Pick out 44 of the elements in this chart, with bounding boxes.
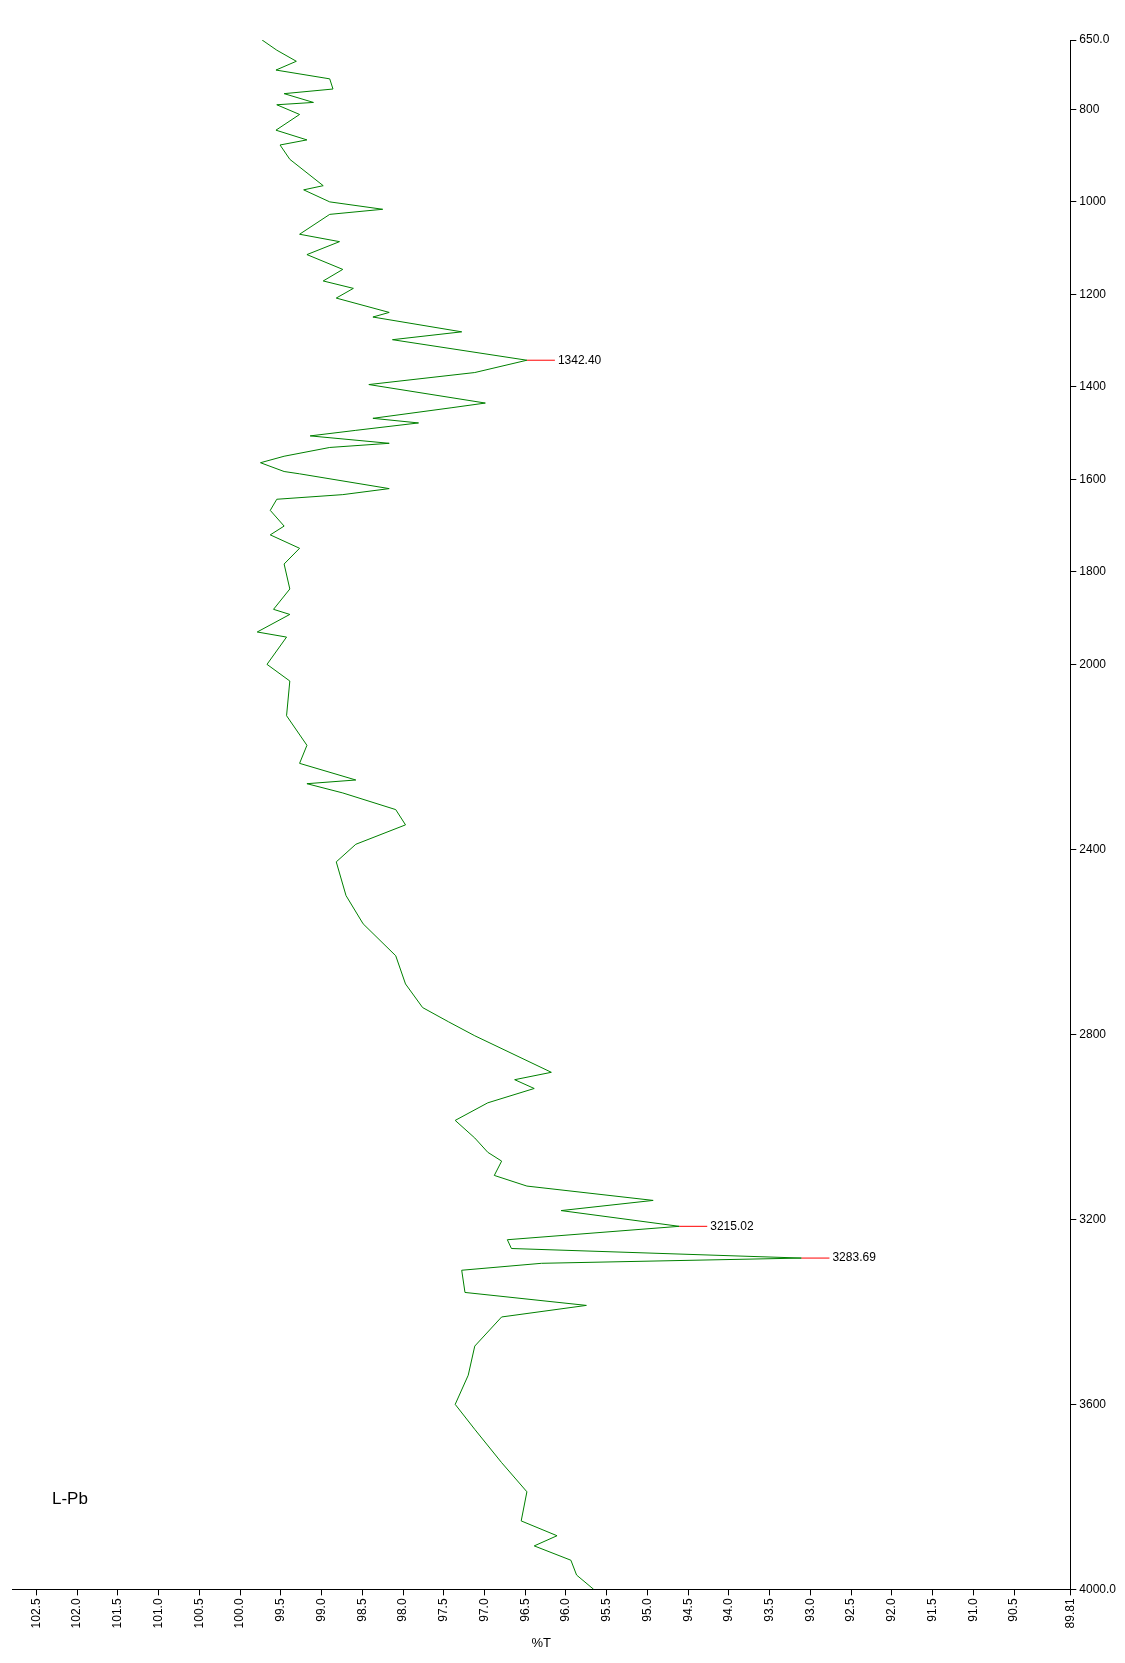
annotation: 1342.40 (557, 352, 602, 367)
x-tick-label: 95.5 (599, 1598, 614, 1622)
x-tick-label: 95.0 (639, 1598, 654, 1622)
x-tick-label: 91.0 (965, 1598, 980, 1622)
x-tick-label: 90.5 (1006, 1598, 1021, 1622)
x-tick-label: 100.5 (191, 1598, 206, 1629)
annotation: 3283.69 (832, 1250, 877, 1265)
x-tick-label: 102.0 (69, 1598, 84, 1629)
x-axis-title: %T (531, 1634, 551, 1650)
y-tick-label: 800 (1079, 101, 1100, 116)
y-tick-label: 650.0 (1079, 32, 1110, 47)
x-tick-label: 92.5 (843, 1598, 858, 1622)
x-tick-label: 96.0 (558, 1598, 573, 1622)
x-tick-label: 100.0 (232, 1598, 247, 1629)
x-tick-label: 101.5 (110, 1598, 125, 1629)
y-tick-label: 1600 (1079, 471, 1107, 486)
y-tick-label: 1200 (1079, 286, 1107, 301)
x-tick-label: 97.0 (476, 1598, 491, 1622)
x-tick-label: 93.0 (802, 1598, 817, 1622)
x-tick-label: 93.5 (761, 1598, 776, 1622)
text: L-Pb (52, 1489, 88, 1509)
y-tick-label: 3600 (1079, 1396, 1107, 1411)
x-tick-label: 99.5 (273, 1598, 288, 1622)
x-tick-label: 92.0 (884, 1598, 899, 1622)
x-tick-label: 91.5 (924, 1598, 939, 1622)
annotation: 3215.02 (710, 1218, 754, 1233)
x-tick-label: 89.81 (1062, 1598, 1077, 1629)
x-tick-label: 98.5 (354, 1598, 369, 1622)
y-tick-label: 1400 (1079, 379, 1107, 394)
y-tick-label: 2400 (1079, 841, 1107, 856)
x-tick-label: 102.5 (28, 1598, 43, 1629)
x-tick-label: 97.5 (436, 1598, 451, 1622)
x-tick-label: 96.5 (517, 1598, 532, 1622)
y-tick-label: 2000 (1079, 656, 1107, 671)
x-tick-label: 94.5 (680, 1598, 695, 1622)
y-tick-label: 4000.0 (1079, 1581, 1117, 1596)
y-tick-label: 1800 (1079, 564, 1107, 579)
x-tick-label: 101.0 (150, 1598, 165, 1629)
y-tick-label: 1000 (1079, 194, 1107, 209)
x-tick-label: 99.0 (313, 1598, 328, 1622)
x-tick-label: 98.0 (395, 1598, 410, 1622)
x-tick-label: 94.0 (721, 1598, 736, 1622)
y-tick-label: 2800 (1079, 1026, 1107, 1041)
y-tick-label: 3200 (1079, 1211, 1107, 1226)
